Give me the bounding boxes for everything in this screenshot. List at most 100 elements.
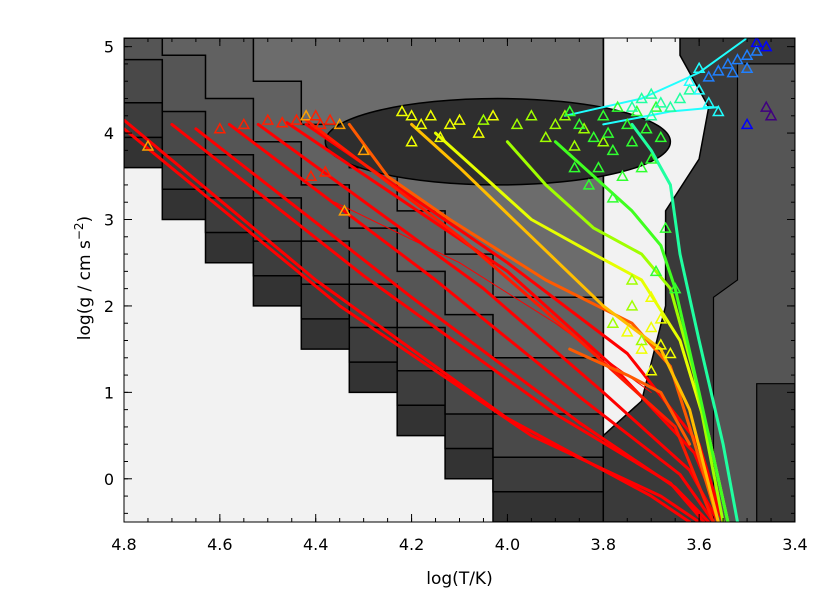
triangle-marker-3-3	[539, 130, 553, 143]
triangle-marker-4-6	[611, 100, 624, 112]
triangle-marker-6-1	[692, 83, 706, 95]
evolution-tracks	[124, 38, 749, 522]
y-tick-label-3: 3	[104, 211, 114, 230]
track-line-4	[227, 122, 715, 522]
triangle-marker-4-2	[587, 130, 600, 143]
triangle-marker-8-0	[759, 40, 773, 52]
triangle-marker-2-11	[654, 312, 668, 324]
triangle-marker-4-18	[568, 161, 581, 173]
triangle-marker-4-7	[616, 169, 629, 182]
triangle-marker-4-0	[563, 104, 577, 117]
triangle-marker-5-1	[644, 87, 658, 99]
triangle-marker-2-7	[434, 130, 447, 143]
triangle-marker-1-9	[304, 169, 318, 182]
triangle-marker-1-1	[237, 117, 251, 130]
triangle-marker-1-4	[290, 113, 303, 125]
triangle-marker-1-8	[319, 165, 332, 177]
triangle-marker-2-4	[443, 117, 457, 130]
triangle-marker-5-6	[644, 109, 658, 121]
triangle-marker-2-0	[395, 104, 409, 117]
triangle-marker-3-0	[477, 113, 490, 125]
triangle-marker-5-7	[625, 100, 639, 112]
triangle-marker-7-7	[726, 66, 739, 78]
triangle-marker-7-5	[750, 44, 763, 56]
triangle-marker-2-6	[405, 135, 418, 147]
triangle-marker-4-9	[625, 135, 639, 147]
triangle-marker-6-3	[712, 104, 725, 117]
track-line-15	[553, 140, 730, 522]
triangle-marker-4-20	[659, 221, 672, 233]
triangle-marker-9-0	[759, 100, 773, 112]
triangle-marker-5-2	[654, 96, 668, 108]
triangle-marker-0-0	[141, 139, 155, 151]
track-line-1	[124, 127, 701, 522]
triangle-marker-4-16	[592, 161, 605, 173]
x-tick-label-6: 3.6	[686, 535, 711, 554]
track-line-17	[563, 38, 749, 117]
triangle-marker-3-8	[597, 135, 610, 147]
track-line-12	[410, 122, 720, 522]
x-tick-label-1: 4.6	[207, 535, 232, 554]
x-tick-label-0: 4.8	[111, 535, 136, 554]
y-axis-title-close: )	[75, 216, 95, 223]
contour-background	[124, 38, 795, 522]
triangle-marker-5-5	[683, 83, 696, 95]
triangle-marker-2-15	[664, 346, 677, 359]
triangle-marker-4-11	[635, 161, 648, 173]
triangle-marker-6-2	[702, 96, 716, 108]
triangle-marker-4-12	[640, 122, 653, 134]
x-axis-title: log(T/K)	[426, 569, 492, 589]
triangle-marker-0-4	[338, 204, 351, 216]
triangle-marker-4-21	[649, 264, 663, 277]
triangle-marker-3-4	[549, 117, 562, 130]
track-line-11	[568, 347, 692, 446]
triangle-marker-7-1	[712, 64, 725, 76]
triangle-marker-4-8	[620, 117, 634, 130]
triangle-marker-7-3	[731, 53, 744, 65]
track-line-10	[347, 122, 720, 522]
triangle-marker-4-5	[606, 143, 620, 156]
triangle-marker-4-3	[597, 109, 610, 121]
triangle-marker-2-9	[486, 109, 500, 121]
triangle-marker-2-1	[405, 109, 418, 121]
x-tick-label-7: 3.4	[782, 535, 807, 554]
triangle-marker-1-3	[275, 116, 289, 128]
triangle-marker-4-1	[573, 117, 586, 130]
y-tick-label-1: 1	[104, 383, 114, 402]
y-axis-title-exponent: −2	[72, 222, 86, 240]
triangle-marker-5-0	[635, 91, 648, 104]
triangle-marker-2-17	[620, 325, 634, 337]
triangle-marker-1-0	[213, 122, 227, 134]
triangle-marker-8-2	[740, 117, 754, 130]
triangle-marker-3-1	[510, 117, 524, 130]
triangle-marker-0-3	[357, 143, 370, 156]
y-tick-label-2: 2	[104, 297, 114, 316]
triangle-marker-3-11	[635, 333, 648, 346]
axis-ticks: 4.8 4.6 4.4 4.2 4.0 3.8 3.6 3.4 0 1 2 3 4 5	[104, 38, 808, 554]
triangle-marker-4-22	[668, 282, 682, 294]
triangle-marker-1-7	[323, 113, 337, 125]
triangle-marker-1-5	[309, 109, 322, 121]
plot-area	[124, 38, 795, 522]
triangle-marker-7-0	[702, 70, 716, 82]
triangle-marker-4-4	[601, 126, 615, 138]
triangle-markers	[141, 38, 778, 376]
track-line-16	[630, 122, 739, 522]
track-line-3	[194, 127, 711, 522]
triangle-marker-2-13	[635, 342, 648, 354]
contour-notch	[712, 63, 795, 522]
y-tick-label-4: 4	[104, 124, 114, 143]
triangle-marker-1-6	[314, 117, 327, 130]
triangle-marker-8-1	[750, 38, 763, 48]
triangle-marker-3-6	[568, 139, 581, 151]
triangle-marker-2-12	[644, 320, 658, 333]
x-tick-label-4: 4.0	[495, 535, 520, 554]
triangle-marker-3-12	[625, 273, 639, 285]
triangle-marker-2-2	[414, 117, 428, 130]
triangle-marker-4-19	[606, 191, 620, 203]
triangle-marker-7-2	[721, 57, 735, 69]
triangle-marker-2-3	[424, 109, 438, 121]
triangle-marker-4-15	[654, 130, 668, 143]
triangle-marker-4-17	[582, 178, 596, 190]
